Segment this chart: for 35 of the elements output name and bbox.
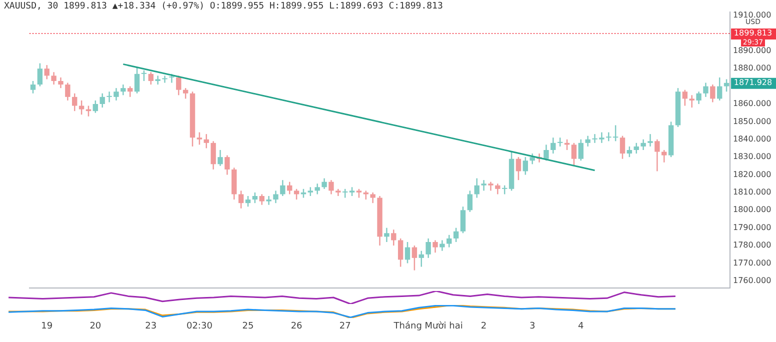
x-tick-label: 19 bbox=[41, 322, 53, 332]
y-tick-label: 1840.000 bbox=[733, 134, 772, 144]
candlestick bbox=[689, 95, 694, 108]
y-tick-label: 1850.000 bbox=[733, 116, 772, 126]
y-tick-label: 1880.000 bbox=[733, 64, 772, 73]
candlestick bbox=[606, 132, 612, 142]
text: 1871.928 bbox=[734, 78, 772, 87]
chart-title: XAUUSD, 30 1899.813 ▲+18.334 (+0.97%) O:1899.955 H:1899.955 L:1899.693 C:1899.813 bbox=[4, 1, 443, 12]
x-tick-label: 23 bbox=[145, 322, 157, 332]
x-tick-label: 20 bbox=[90, 322, 102, 332]
x-tick-label: Tháng Mười hai bbox=[392, 320, 463, 332]
x-tick-label: 2 bbox=[480, 322, 487, 332]
x-tick-label: 02:30 bbox=[186, 322, 213, 332]
y-tick-label: 1860.000 bbox=[733, 99, 772, 108]
candlestick bbox=[481, 180, 486, 191]
y-tick-label: 1770.000 bbox=[733, 258, 772, 268]
ref-line-label: 1899.813 bbox=[734, 28, 772, 38]
y-tick-label: 1780.000 bbox=[733, 240, 772, 250]
candlestick bbox=[162, 76, 168, 83]
y-tick-label: 1760.000 bbox=[733, 276, 772, 285]
candlestick bbox=[266, 196, 272, 205]
y-tick-label: 1810.000 bbox=[733, 188, 772, 197]
y-tick-label: 1830.000 bbox=[733, 152, 772, 162]
x-tick-label: 26 bbox=[290, 322, 303, 332]
y-tick-label: 1890.000 bbox=[733, 46, 772, 55]
x-tick-label: 4 bbox=[578, 322, 584, 332]
candlestick bbox=[648, 134, 653, 146]
x-tick-label: 25 bbox=[242, 322, 254, 332]
x-tick-label: 3 bbox=[529, 322, 536, 332]
y-tick-label: 1820.000 bbox=[733, 170, 772, 179]
y-tick-label: 1910.000 bbox=[733, 10, 772, 20]
candlestick bbox=[155, 76, 160, 85]
y-tick-label: 1800.000 bbox=[733, 205, 772, 214]
y-tick-label: 1790.000 bbox=[733, 222, 772, 232]
x-tick-label: 27 bbox=[339, 322, 351, 332]
